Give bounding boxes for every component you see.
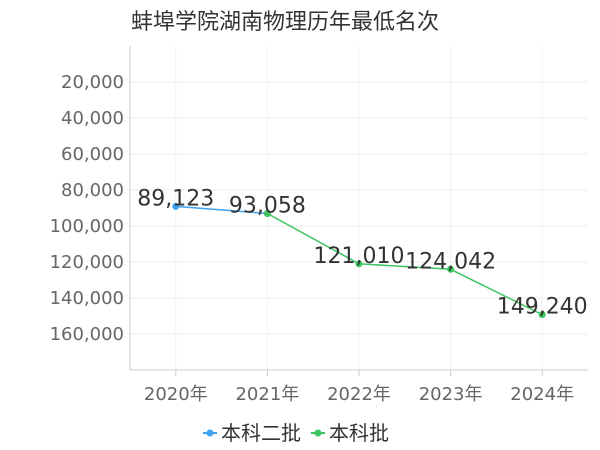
legend-label: 本科二批: [221, 421, 301, 445]
y-tick-label: 120,000: [50, 252, 124, 273]
x-tick-label: 2024年: [510, 384, 574, 405]
x-tick-label: 2021年: [235, 384, 299, 405]
legend-item[interactable]: 本科二批: [203, 421, 301, 445]
data-label: 89,123: [137, 186, 214, 211]
series-line: [175, 205, 268, 215]
axes: 20,000 40,000 60,000 80,000 100,000 120,000 14…: [50, 46, 588, 405]
series-lines: [172, 202, 546, 319]
data-label: 124,042: [405, 249, 496, 274]
x-tick-label: 2022年: [327, 384, 391, 405]
x-tick-label: 2023年: [419, 384, 483, 405]
data-label: 121,010: [314, 244, 405, 269]
series-line: [267, 212, 543, 316]
legend-item[interactable]: 本科批: [311, 421, 389, 445]
legend[interactable]: 本科二批 本科批: [203, 421, 389, 445]
y-tick-label: 60,000: [61, 144, 124, 165]
x-tick-label: 2020年: [144, 384, 208, 405]
legend-label: 本科批: [329, 421, 389, 445]
data-point: [447, 265, 455, 273]
data-label: 149,240: [497, 295, 588, 320]
data-point: [538, 311, 546, 319]
chart-title: 蚌埠学院湖南物理历年最低名次: [131, 10, 440, 35]
data-point: [355, 260, 363, 268]
data-point: [263, 210, 271, 218]
y-tick-label: 140,000: [50, 288, 124, 309]
y-tick-label: 160,000: [50, 324, 124, 345]
data-label: 93,058: [229, 194, 306, 219]
y-tick-label: 100,000: [50, 216, 124, 237]
legend-point-marker: [206, 429, 214, 437]
grid-lines: [130, 46, 588, 370]
legend-point-marker: [314, 429, 322, 437]
y-tick-label: 40,000: [61, 108, 124, 129]
data-point: [172, 202, 180, 210]
y-tick-label: 20,000: [61, 72, 124, 93]
y-tick-label: 80,000: [61, 180, 124, 201]
